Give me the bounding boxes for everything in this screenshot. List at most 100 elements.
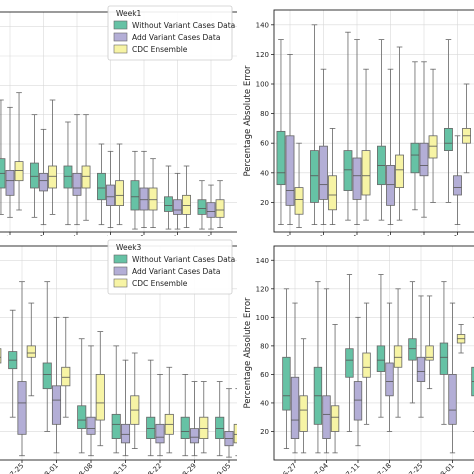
y-tick-label: 120 [256, 51, 269, 59]
y-axis-label: Percentage Absolute Error [243, 297, 253, 409]
box [453, 175, 462, 196]
y-tick-label: 80 [260, 342, 269, 350]
box [72, 172, 82, 196]
box [111, 413, 121, 440]
box [419, 142, 429, 177]
legend-title: Week3 [116, 243, 142, 252]
box [330, 405, 340, 432]
box [408, 338, 417, 361]
box [343, 150, 353, 191]
box [276, 130, 286, 186]
legend-label: CDC Ensemble [132, 45, 188, 54]
box [42, 362, 52, 390]
box [362, 352, 371, 378]
box [215, 416, 225, 440]
box [120, 423, 131, 444]
legend-swatch [113, 32, 128, 42]
box [130, 180, 140, 211]
box [77, 405, 87, 430]
box [428, 135, 438, 159]
box [439, 342, 449, 375]
legend-swatch [113, 254, 128, 264]
legend-swatch [113, 20, 128, 30]
panel-1: 2021-07-11 2021-07-18 2021-07-25 2021-08-01… [0, 5, 237, 268]
y-tick-label: 20 [260, 428, 269, 436]
y-axis-label: Percentage Absolute Error [243, 65, 253, 177]
box [86, 416, 96, 435]
box [115, 180, 124, 207]
box [444, 127, 453, 151]
x-tick-label: 2021-07-25 [46, 234, 80, 268]
box [17, 381, 27, 435]
y-tick-label: 100 [256, 314, 269, 322]
box [155, 423, 165, 444]
box [290, 376, 300, 439]
legend-swatch [113, 266, 128, 276]
legend-label: Without Variant Cases Data [132, 255, 235, 264]
panel-2: 2021-06-13 2021-06-20 2021-06-27 2021-07-04… [259, 9, 474, 268]
y-tick-label: 100 [256, 81, 269, 89]
legend-label: CDC Ensemble [132, 279, 188, 288]
y-tick-label: 60 [260, 140, 269, 148]
x-tick-label: 2021-06-27 [326, 234, 360, 268]
box [81, 165, 91, 189]
box [182, 194, 191, 215]
y-tick-label: 60 [260, 371, 269, 379]
box [39, 172, 48, 192]
x-tick-label: 2021-07-18 [12, 234, 46, 268]
box [180, 416, 190, 440]
box [197, 199, 207, 215]
x-tick-label: 2021-07-04 [359, 233, 394, 268]
box [51, 385, 62, 425]
legend: Week3 Without Variant Cases Data Add Varia… [107, 239, 235, 295]
box [189, 428, 200, 444]
box [48, 165, 57, 189]
box [385, 362, 394, 397]
box [26, 345, 36, 358]
legend-label: Add Variant Cases Data [132, 33, 220, 42]
box [322, 395, 331, 439]
box [148, 187, 158, 211]
panel-4: 2021-06-272021-07-042021-07-112021-07-18… [264, 245, 474, 474]
box [0, 348, 2, 364]
box [416, 356, 426, 382]
x-tick-label: 2021-08-08 [453, 462, 474, 474]
box [448, 373, 457, 425]
box [410, 142, 420, 174]
x-tick-label: 2021-06-20 [292, 234, 326, 268]
box [361, 150, 371, 196]
box [95, 373, 105, 421]
panel-3: 2021-07-252021-08-012021-08-082021-08-15… [0, 239, 237, 474]
legend-swatch [113, 278, 128, 288]
box [285, 135, 295, 206]
box [215, 199, 225, 218]
box [376, 345, 386, 372]
x-tick-label: 2021-07-11 [0, 234, 13, 268]
plot-frame [273, 245, 474, 461]
box [395, 154, 404, 188]
x-tick-label: 2021-07-18 [358, 462, 392, 474]
y-tick-label: 80 [260, 110, 269, 118]
box [206, 202, 216, 218]
x-tick-label: 2021-06-27 [264, 462, 298, 474]
x-tick-label: 2021-07-25 [0, 462, 25, 474]
x-tick-label: 2021-07-25 [390, 462, 424, 474]
box [199, 416, 209, 440]
box [97, 172, 106, 201]
box [352, 157, 362, 200]
x-tick-label: 2021-07-04 [295, 461, 330, 474]
box [139, 187, 149, 211]
box [61, 366, 71, 387]
x-tick-label: 2021-07-11 [393, 234, 427, 268]
legend-label: Without Variant Cases Data [132, 21, 235, 30]
x-tick-label: 2021-08-08 [60, 462, 94, 474]
y-tick-label: 140 [256, 257, 269, 265]
box [146, 416, 156, 440]
box [282, 356, 291, 411]
box [386, 164, 395, 206]
box [345, 348, 354, 378]
x-tick-label: 2021-07-11 [327, 462, 361, 474]
x-tick-label: 2021-08-29 [163, 462, 197, 474]
box [30, 162, 39, 189]
